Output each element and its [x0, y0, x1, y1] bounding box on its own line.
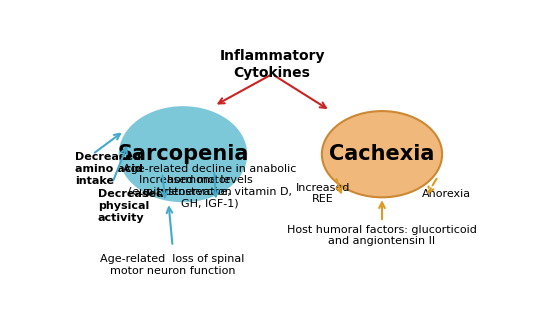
Text: Increased
REE: Increased REE — [296, 183, 350, 204]
Text: Age-related  loss of spinal
motor neuron function: Age-related loss of spinal motor neuron … — [101, 254, 245, 276]
Text: Increased motor
unit denervation: Increased motor unit denervation — [140, 175, 232, 197]
Text: Inflammatory
Cytokines: Inflammatory Cytokines — [219, 50, 325, 80]
Text: Decreased
physical
activity: Decreased physical activity — [98, 189, 164, 222]
Ellipse shape — [119, 106, 247, 202]
Text: Host humoral factors: glucorticoid
and angiontensin II: Host humoral factors: glucorticoid and a… — [287, 225, 477, 246]
Text: Sarcopenia: Sarcopenia — [117, 144, 249, 164]
Text: Anorexia: Anorexia — [422, 188, 471, 199]
Text: Cachexia: Cachexia — [330, 144, 434, 164]
Ellipse shape — [322, 111, 442, 197]
Text: Age-related decline in anabolic
hormone levels
(e.g. testosterone, vitamin D,
GH: Age-related decline in anabolic hormone … — [123, 164, 296, 209]
Text: Decreased
amino acid
intake: Decreased amino acid intake — [75, 152, 143, 186]
